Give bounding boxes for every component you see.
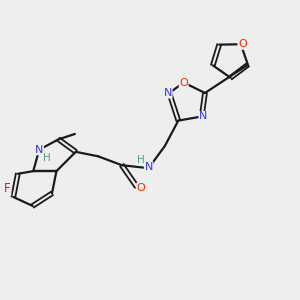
Text: N: N: [144, 162, 153, 172]
Text: H: H: [43, 153, 50, 163]
Text: N: N: [164, 88, 172, 98]
Text: N: N: [199, 112, 207, 122]
Text: O: O: [238, 39, 247, 49]
Text: F: F: [4, 182, 11, 195]
Text: N: N: [35, 145, 44, 155]
Text: O: O: [179, 77, 188, 88]
Text: O: O: [137, 183, 146, 193]
Text: H: H: [137, 155, 144, 165]
